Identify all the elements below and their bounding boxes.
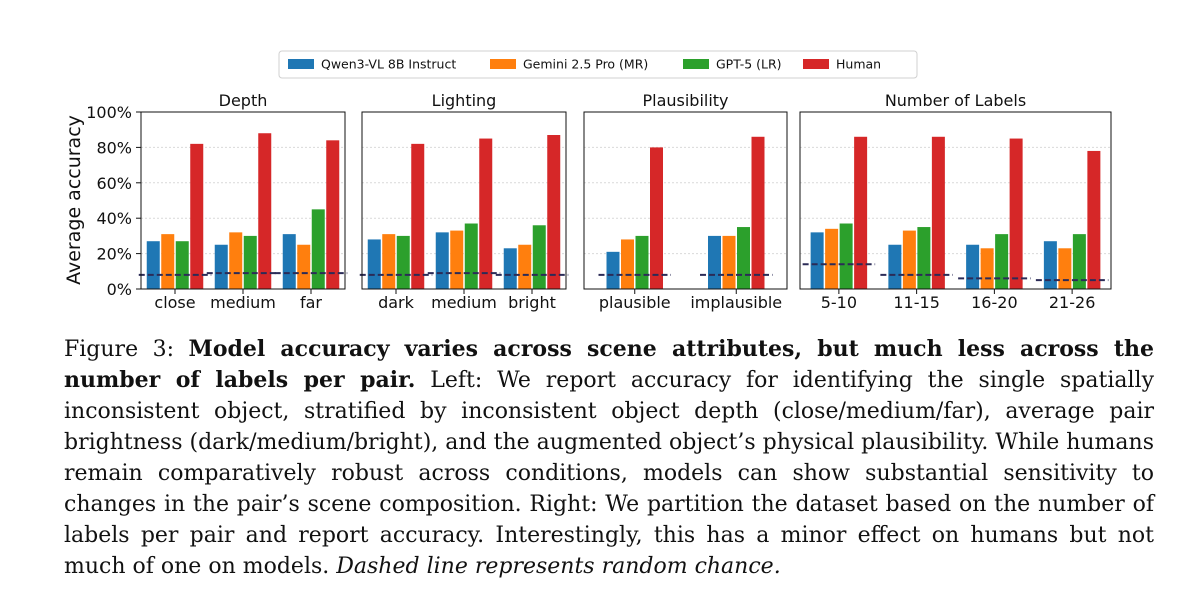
legend-swatch xyxy=(490,59,516,69)
x-tick-label: dark xyxy=(378,293,415,312)
panel-title: Number of Labels xyxy=(885,91,1026,110)
bar xyxy=(980,248,994,289)
panel-frame xyxy=(361,111,567,290)
x-tick-label: 11-15 xyxy=(893,293,940,312)
panel-title: Lighting xyxy=(432,91,497,110)
bar xyxy=(175,241,189,289)
legend-swatch xyxy=(288,59,314,69)
chart-panel: Depth close medium far xyxy=(138,91,348,312)
bar xyxy=(708,235,721,289)
panel-title: Depth xyxy=(219,91,268,110)
bar xyxy=(1043,241,1057,289)
panel-title: Plausibility xyxy=(642,91,728,110)
panel-frame xyxy=(583,111,788,290)
y-axis-label: Average accuracy xyxy=(63,115,85,285)
bar xyxy=(825,228,839,289)
bar xyxy=(258,133,272,289)
bar xyxy=(229,232,243,289)
legend-label: Gemini 2.5 Pro (MR) xyxy=(523,57,648,72)
bar xyxy=(382,234,396,289)
bar xyxy=(839,223,853,289)
bar xyxy=(243,235,257,289)
y-tick-label: 80% xyxy=(96,138,132,157)
y-tick-label: 20% xyxy=(96,245,132,264)
x-tick-label: 21-26 xyxy=(1049,293,1096,312)
bar xyxy=(751,136,765,289)
bar xyxy=(435,232,449,289)
panel-frame xyxy=(140,111,346,290)
bar xyxy=(214,244,228,289)
bar xyxy=(161,234,175,289)
x-tick-label: medium xyxy=(431,293,497,312)
chart-panel: Plausibility plausible implausible xyxy=(583,91,788,312)
bar xyxy=(917,227,931,289)
bar xyxy=(396,235,410,289)
bar xyxy=(297,244,311,289)
y-tick-label: 60% xyxy=(96,174,132,193)
bar xyxy=(737,227,750,289)
bar xyxy=(411,143,425,289)
bar xyxy=(1009,138,1023,289)
legend-swatch xyxy=(803,59,829,69)
chart-panels: Depth close medium far Lighting dark medium bri… xyxy=(138,91,1112,312)
y-axis-ticks: 0% 20% 40% 60% 80% 100% xyxy=(86,103,141,299)
bar xyxy=(888,244,902,289)
bar xyxy=(367,239,381,289)
figure-chart: Qwen3-VL 8B Instruct Gemini 2.5 Pro (MR) G… xyxy=(63,50,1112,312)
bar xyxy=(966,244,980,289)
y-tick-label: 0% xyxy=(107,280,132,299)
bar xyxy=(450,230,464,289)
bar xyxy=(635,235,649,289)
legend-frame xyxy=(278,50,918,79)
bar xyxy=(311,209,325,289)
y-tick-label: 100% xyxy=(86,103,132,122)
panel-frame xyxy=(799,111,1112,290)
caption-figure-label: Figure 3: xyxy=(64,337,174,362)
bar xyxy=(650,147,663,289)
x-tick-label: close xyxy=(154,293,195,312)
legend-label: Human xyxy=(836,57,881,72)
bar xyxy=(503,248,517,289)
bar xyxy=(1058,248,1072,289)
bar xyxy=(1072,234,1086,289)
caption-body: Left: We report accuracy for identifying… xyxy=(64,368,1155,579)
legend-swatch xyxy=(683,59,709,69)
bar xyxy=(1087,150,1101,289)
chart-panel: Lighting dark medium bright xyxy=(359,91,569,312)
x-tick-label: plausible xyxy=(599,293,671,312)
x-tick-label: bright xyxy=(508,293,556,312)
caption-bold-summary: Model accuracy varies across scene attri… xyxy=(64,336,1155,393)
bar xyxy=(810,232,824,289)
bar xyxy=(282,234,296,289)
legend-label: GPT-5 (LR) xyxy=(716,57,782,72)
x-tick-label: implausible xyxy=(690,293,782,312)
figure-caption: Figure 3: Model accuracy varies across s… xyxy=(64,334,1154,582)
bar xyxy=(931,136,945,289)
x-tick-label: 5-10 xyxy=(821,293,857,312)
bar xyxy=(532,225,546,289)
bar xyxy=(902,230,916,289)
bar xyxy=(547,135,561,289)
bar xyxy=(479,138,493,289)
bar xyxy=(190,143,204,289)
y-tick-label: 40% xyxy=(96,209,132,228)
caption-chance-note: Dashed line represents random chance. xyxy=(336,554,781,579)
bar xyxy=(854,136,868,289)
chart-panel: Number of Labels 5-10 11-15 16-20 21-26 xyxy=(799,91,1112,312)
bar xyxy=(621,239,634,289)
x-tick-label: 16-20 xyxy=(971,293,1018,312)
bar xyxy=(722,235,736,289)
x-tick-label: far xyxy=(300,293,322,312)
legend-label: Qwen3-VL 8B Instruct xyxy=(321,57,456,72)
bar xyxy=(326,140,340,289)
x-tick-label: medium xyxy=(210,293,276,312)
bar xyxy=(146,241,160,289)
bar xyxy=(606,251,620,289)
bar xyxy=(464,223,478,289)
chart-legend: Qwen3-VL 8B Instruct Gemini 2.5 Pro (MR) G… xyxy=(278,50,918,79)
bar xyxy=(995,234,1009,289)
bar xyxy=(518,244,532,289)
